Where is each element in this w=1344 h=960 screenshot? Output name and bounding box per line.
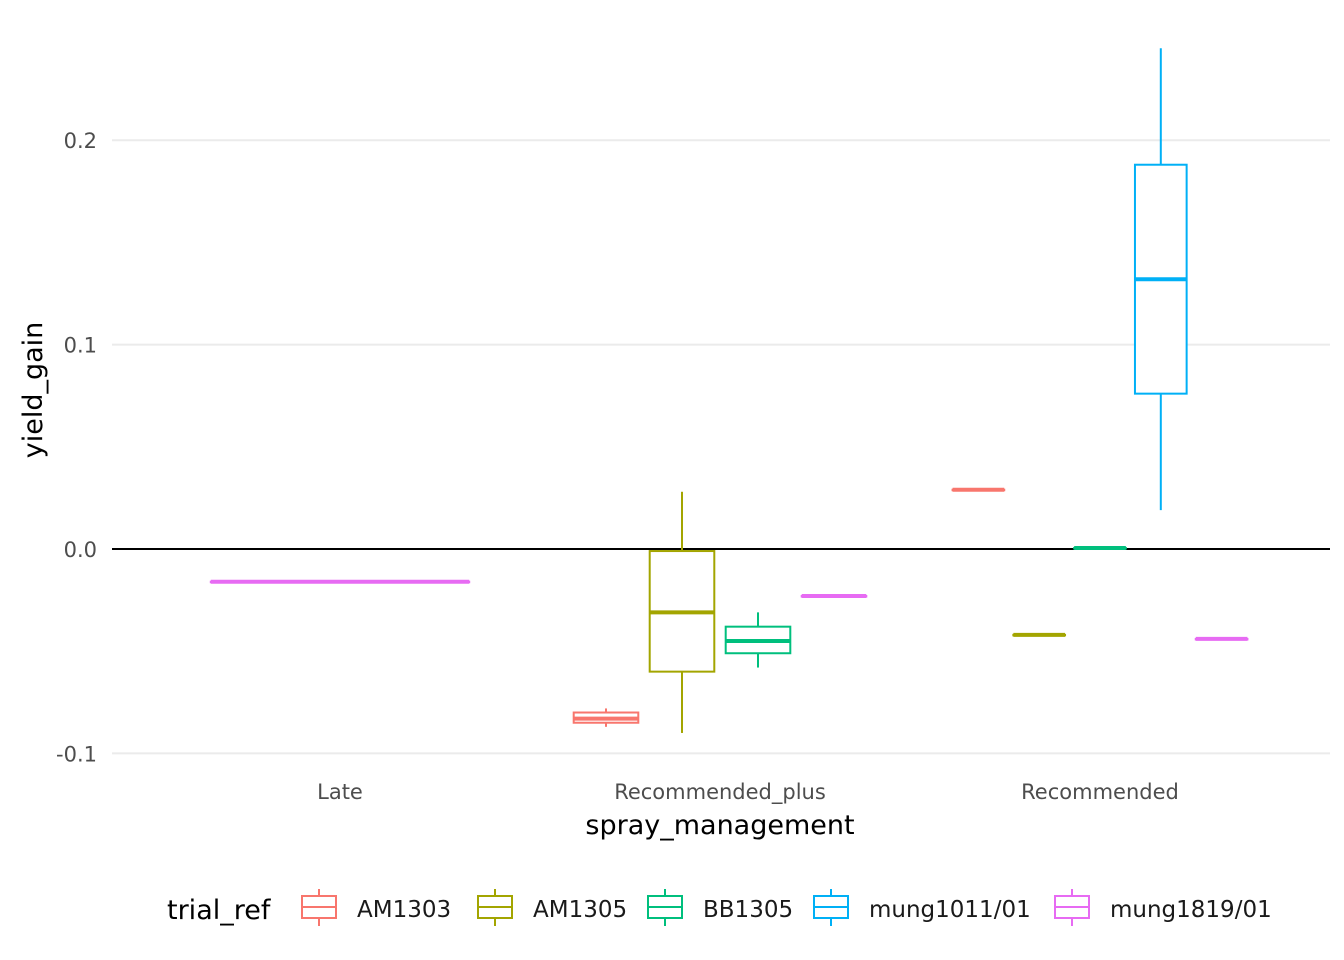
legend-key-am1305 — [477, 889, 513, 926]
legend-label: AM1303 — [357, 897, 451, 923]
x-tick-label: Recommended_plus — [614, 780, 826, 805]
x-tick-label: Recommended — [1021, 780, 1179, 804]
y-axis-title: yield_gain — [18, 322, 49, 459]
box-am1303-recommended — [951, 487, 1006, 492]
box-bb1305-recommended — [1073, 545, 1127, 550]
y-tick-label: 0.0 — [64, 538, 97, 562]
y-tick-label: 0.2 — [64, 129, 97, 153]
box-am1303-recommended_plus — [572, 708, 640, 727]
legend-key-mung1819-01 — [1054, 889, 1090, 926]
legend-key-am1303 — [301, 889, 337, 926]
box-mung1819-01-recommended_plus — [800, 594, 868, 599]
box-am1305-recommended_plus — [648, 491, 716, 733]
tick-layer: -0.1 0.0 0.1 0.2 Late Recommended_plus Recomme… — [56, 129, 1179, 805]
legend-label: BB1305 — [703, 897, 793, 923]
x-tick-label: Late — [317, 780, 363, 804]
box-mung1011-01-recommended — [1133, 48, 1188, 511]
box-bb1305-recommended_plus — [724, 612, 792, 668]
grid-layer — [112, 139, 1330, 755]
x-axis-title: spray_management — [585, 810, 854, 841]
legend-label: mung1011/01 — [869, 897, 1031, 923]
legend: trial_ref AM1303 AM1305 BB1305 mung1011/01 m… — [167, 889, 1272, 926]
legend-label: mung1819/01 — [1110, 897, 1272, 923]
legend-key-bb1305 — [647, 889, 683, 926]
box-mung1819-01-late — [209, 579, 471, 584]
y-tick-label: -0.1 — [56, 742, 97, 766]
y-tick-label: 0.1 — [64, 334, 97, 358]
legend-key-mung1011-01 — [813, 889, 849, 926]
box-layer — [209, 48, 1249, 733]
box-mung1819-01-recommended — [1194, 636, 1249, 641]
legend-label: AM1305 — [533, 897, 627, 923]
legend-title: trial_ref — [167, 895, 272, 926]
box-am1305-recommended — [1012, 632, 1067, 637]
